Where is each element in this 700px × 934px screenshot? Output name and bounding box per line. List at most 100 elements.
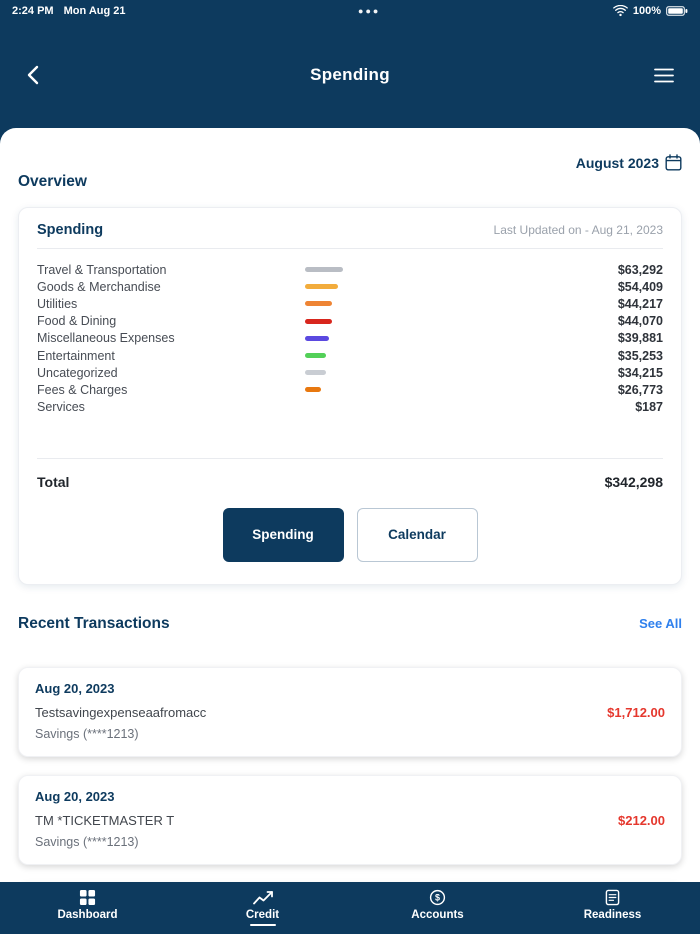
transaction-date: Aug 20, 2023 xyxy=(35,680,115,696)
nav-label-dashboard: Dashboard xyxy=(57,909,118,922)
status-right: 100% xyxy=(613,5,688,17)
back-button[interactable] xyxy=(22,61,43,89)
content-sheet: August 2023 Overview Spending Last Updat… xyxy=(0,128,700,934)
category-amount: $35,253 xyxy=(617,348,663,363)
category-label: Services xyxy=(37,400,85,415)
spending-category-row: Fees & Charges $26,773 xyxy=(37,381,663,398)
category-label: Goods & Merchandise xyxy=(37,279,161,294)
transaction-date: Aug 20, 2023 xyxy=(35,788,115,804)
accounts-dollar-icon: $ xyxy=(429,889,446,906)
transactions-list: Aug 20, 2023 Testsavingexpenseaafromacc … xyxy=(18,666,682,865)
spending-rows: Travel & Transportation $63,292 Goods & … xyxy=(37,261,663,416)
nav-indicator xyxy=(425,924,451,927)
transaction-description: TM *TICKETMASTER T xyxy=(35,812,175,828)
status-left: 2:24 PM Mon Aug 21 xyxy=(12,5,126,17)
nav-item-readiness[interactable]: Readiness xyxy=(525,882,700,934)
spending-category-row: Goods & Merchandise $54,409 xyxy=(37,278,663,295)
transaction-main-row: TM *TICKETMASTER T $212.00 xyxy=(35,813,665,828)
category-amount: $44,217 xyxy=(617,296,663,311)
total-amount: $342,298 xyxy=(604,473,663,490)
total-label: Total xyxy=(37,473,70,490)
category-label: Fees & Charges xyxy=(37,382,128,397)
dashboard-grid-icon xyxy=(79,889,96,906)
readiness-report-icon xyxy=(605,889,620,906)
transaction-card[interactable]: Aug 20, 2023 Testsavingexpenseaafromacc … xyxy=(18,666,682,757)
wifi-icon xyxy=(613,5,628,17)
page-title: Spending xyxy=(310,65,390,84)
category-label: Utilities xyxy=(37,296,78,311)
svg-text:$: $ xyxy=(435,893,440,903)
month-selector[interactable]: August 2023 xyxy=(576,154,682,171)
category-amount: $39,881 xyxy=(617,331,663,346)
category-amount: $26,773 xyxy=(617,382,663,397)
nav-item-dashboard[interactable]: Dashboard xyxy=(0,882,175,934)
category-label: Uncategorized xyxy=(37,365,118,380)
chevron-left-icon xyxy=(26,65,39,85)
spending-category-row: Entertainment $35,253 xyxy=(37,347,663,364)
month-label: August 2023 xyxy=(575,154,659,171)
transaction-amount: $1,712.00 xyxy=(607,704,665,720)
transaction-amount: $212.00 xyxy=(618,812,665,828)
category-label: Miscellaneous Expenses xyxy=(37,331,175,346)
status-dots: ●●● xyxy=(358,6,381,16)
spending-category-row: Food & Dining $44,070 xyxy=(37,313,663,330)
transaction-description: Testsavingexpenseaafromacc xyxy=(35,704,207,720)
category-bar xyxy=(305,318,425,324)
spending-category-row: Uncategorized $34,215 xyxy=(37,364,663,381)
menu-button[interactable] xyxy=(650,64,678,87)
category-bar xyxy=(305,267,425,273)
transaction-card[interactable]: Aug 20, 2023 TM *TICKETMASTER T $212.00 … xyxy=(18,774,682,865)
credit-chart-icon xyxy=(252,890,273,906)
category-bar xyxy=(305,387,425,393)
calendar-view-button[interactable]: Calendar xyxy=(356,507,478,562)
nav-label-readiness: Readiness xyxy=(583,909,642,922)
spending-category-row: Services $187 xyxy=(37,399,663,416)
recent-transactions-heading: Recent Transactions xyxy=(18,614,170,632)
transaction-main-row: Testsavingexpenseaafromacc $1,712.00 xyxy=(35,705,665,720)
nav-label-credit: Credit xyxy=(245,908,280,921)
spending-category-row: Miscellaneous Expenses $39,881 xyxy=(37,330,663,347)
spending-card: Spending Last Updated on - Aug 21, 2023 … xyxy=(18,207,682,585)
spending-category-row: Travel & Transportation $63,292 xyxy=(37,261,663,278)
category-bar xyxy=(305,353,425,359)
nav-indicator xyxy=(600,924,626,927)
spending-category-row: Utilities $44,217 xyxy=(37,295,663,312)
category-bar xyxy=(305,335,425,341)
status-time: 2:24 PM xyxy=(12,5,54,17)
calendar-icon xyxy=(665,154,682,171)
nav-item-accounts[interactable]: $ Accounts xyxy=(350,882,525,934)
spending-card-header: Spending Last Updated on - Aug 21, 2023 xyxy=(37,222,663,249)
battery-icon xyxy=(666,6,688,16)
app-header: Spending xyxy=(0,22,700,128)
category-label: Food & Dining xyxy=(37,314,117,329)
spending-card-title: Spending xyxy=(37,222,104,238)
category-amount: $54,409 xyxy=(617,279,663,294)
category-bar xyxy=(305,370,425,376)
category-bar xyxy=(305,284,425,290)
category-amount: $187 xyxy=(635,400,663,415)
month-row: August 2023 xyxy=(18,128,682,171)
category-label: Entertainment xyxy=(37,348,115,363)
category-bar xyxy=(305,301,425,307)
status-date: Mon Aug 21 xyxy=(63,5,126,17)
recent-transactions-header: Recent Transactions See All xyxy=(18,615,682,633)
transaction-account: Savings (****1213) xyxy=(35,834,139,849)
nav-item-credit[interactable]: Credit xyxy=(175,882,350,934)
nav-indicator xyxy=(75,924,101,927)
status-bar: 2:24 PM Mon Aug 21 ●●● 100% xyxy=(0,0,700,22)
hamburger-icon xyxy=(654,68,674,83)
see-all-link[interactable]: See All xyxy=(639,616,682,632)
category-label: Travel & Transportation xyxy=(37,262,167,277)
spending-view-button[interactable]: Spending xyxy=(222,507,344,562)
total-row: Total $342,298 xyxy=(37,457,663,490)
category-amount: $63,292 xyxy=(617,262,663,277)
nav-label-accounts: Accounts xyxy=(411,909,464,922)
category-amount: $44,070 xyxy=(617,314,663,329)
view-toggle-buttons: Spending Calendar xyxy=(37,507,663,562)
battery-percent: 100% xyxy=(632,5,661,17)
transaction-account: Savings (****1213) xyxy=(35,726,139,741)
bottom-nav: Dashboard Credit $ Accounts xyxy=(0,882,700,934)
overview-heading: Overview xyxy=(18,173,87,190)
category-amount: $34,215 xyxy=(617,365,663,380)
